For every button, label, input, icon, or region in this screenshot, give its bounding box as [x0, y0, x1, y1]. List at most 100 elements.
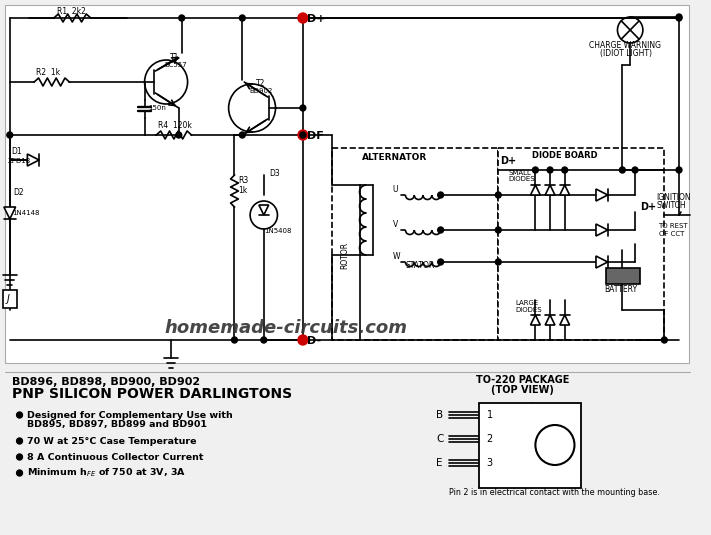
Bar — [479, 403, 582, 488]
Circle shape — [496, 259, 501, 265]
Circle shape — [619, 167, 625, 173]
Circle shape — [438, 192, 444, 198]
Text: 2: 2 — [486, 434, 493, 444]
Circle shape — [16, 438, 23, 444]
Text: PNP SILICON POWER DARLINGTONS: PNP SILICON POWER DARLINGTONS — [11, 387, 292, 401]
Text: (IDIOT LIGHT): (IDIOT LIGHT) — [600, 49, 652, 58]
Circle shape — [676, 167, 682, 173]
Circle shape — [533, 167, 538, 173]
Text: U: U — [392, 185, 398, 194]
Text: R2  1k: R2 1k — [36, 68, 60, 77]
Polygon shape — [259, 205, 269, 215]
Text: J: J — [7, 294, 10, 304]
Text: 150n: 150n — [149, 105, 166, 111]
Polygon shape — [560, 315, 570, 325]
Text: 1k: 1k — [238, 186, 247, 195]
Text: BD895, BD897, BD899 and BD901: BD895, BD897, BD899 and BD901 — [27, 421, 208, 430]
Circle shape — [438, 227, 444, 233]
Text: Pin 2 is in electrical contact with the mounting base.: Pin 2 is in electrical contact with the … — [449, 488, 661, 497]
Circle shape — [562, 167, 567, 173]
Text: T2: T2 — [256, 79, 265, 88]
Circle shape — [176, 132, 182, 138]
Text: SWITCH: SWITCH — [656, 201, 686, 210]
Text: R4  120k: R4 120k — [159, 121, 192, 130]
Text: TO REST: TO REST — [658, 223, 688, 229]
Polygon shape — [596, 189, 608, 201]
Polygon shape — [545, 185, 555, 195]
Circle shape — [240, 15, 245, 21]
Text: IGNITION: IGNITION — [656, 193, 691, 202]
Text: 70 W at 25°C Case Temperature: 70 W at 25°C Case Temperature — [27, 437, 197, 446]
Circle shape — [676, 15, 682, 21]
Text: 8 A Continuous Collector Current: 8 A Continuous Collector Current — [27, 453, 204, 462]
Text: (TOP VIEW): (TOP VIEW) — [491, 385, 554, 395]
Text: Designed for Complementary Use with: Designed for Complementary Use with — [27, 410, 233, 419]
Circle shape — [16, 454, 23, 460]
Circle shape — [547, 167, 553, 173]
Circle shape — [7, 132, 13, 138]
Text: D+: D+ — [501, 156, 516, 166]
Text: ZPD18: ZPD18 — [8, 158, 31, 164]
Circle shape — [676, 14, 682, 20]
Circle shape — [298, 13, 308, 23]
Circle shape — [16, 412, 23, 418]
Circle shape — [178, 15, 185, 21]
Circle shape — [240, 132, 245, 138]
Circle shape — [496, 192, 501, 198]
Text: B: B — [436, 410, 443, 420]
Text: BD902: BD902 — [249, 88, 272, 94]
Bar — [332, 148, 498, 340]
Circle shape — [661, 337, 668, 343]
Text: BD896, BD898, BD900, BD902: BD896, BD898, BD900, BD902 — [11, 377, 200, 387]
Polygon shape — [596, 256, 608, 268]
Circle shape — [632, 167, 638, 173]
Bar — [3, 290, 16, 308]
Text: Minimum h$_{FE}$ of 750 at 3V, 3A: Minimum h$_{FE}$ of 750 at 3V, 3A — [27, 467, 186, 479]
Polygon shape — [545, 315, 555, 325]
Polygon shape — [596, 224, 608, 236]
Polygon shape — [560, 185, 570, 195]
Text: ALTERNATOR: ALTERNATOR — [361, 153, 427, 162]
Circle shape — [16, 470, 23, 476]
Text: STATOR: STATOR — [405, 261, 434, 270]
Text: ROTOR: ROTOR — [340, 241, 349, 269]
Bar — [498, 148, 664, 340]
Text: OF CCT: OF CCT — [658, 231, 684, 237]
Circle shape — [261, 337, 267, 343]
Circle shape — [232, 337, 237, 343]
Bar — [5, 5, 689, 363]
Circle shape — [496, 227, 501, 233]
Text: E: E — [437, 458, 443, 468]
Text: SMALL: SMALL — [508, 170, 531, 176]
Text: homemade-circuits.com: homemade-circuits.com — [164, 319, 407, 337]
Text: 1N4148: 1N4148 — [13, 210, 41, 216]
Circle shape — [298, 335, 308, 345]
Text: BC557: BC557 — [164, 62, 187, 68]
Polygon shape — [530, 185, 540, 195]
Text: BATTERY: BATTERY — [604, 285, 637, 294]
Text: D+: D+ — [640, 202, 656, 212]
Text: DIODES: DIODES — [508, 176, 535, 182]
Text: C: C — [436, 434, 444, 444]
Text: W: W — [392, 252, 400, 261]
Text: D3: D3 — [269, 169, 280, 178]
Polygon shape — [530, 315, 540, 325]
Text: DIODE BOARD: DIODE BOARD — [533, 151, 598, 160]
Text: DF: DF — [306, 131, 324, 141]
Text: D1: D1 — [11, 147, 22, 156]
Text: D+: D+ — [306, 14, 325, 24]
Circle shape — [438, 259, 444, 265]
Bar — [606, 268, 640, 284]
Text: R1  2k2: R1 2k2 — [57, 7, 85, 16]
Polygon shape — [4, 207, 16, 219]
Text: 3: 3 — [486, 458, 493, 468]
Text: CHARGE WARNING: CHARGE WARNING — [589, 41, 661, 50]
Text: 1N5408: 1N5408 — [264, 228, 292, 234]
Text: DIODES: DIODES — [515, 307, 542, 313]
Text: D-: D- — [306, 336, 321, 346]
Polygon shape — [27, 154, 39, 166]
Text: R3: R3 — [238, 176, 249, 185]
Text: D2: D2 — [14, 188, 24, 197]
Circle shape — [300, 105, 306, 111]
Text: LARGE: LARGE — [515, 300, 538, 306]
